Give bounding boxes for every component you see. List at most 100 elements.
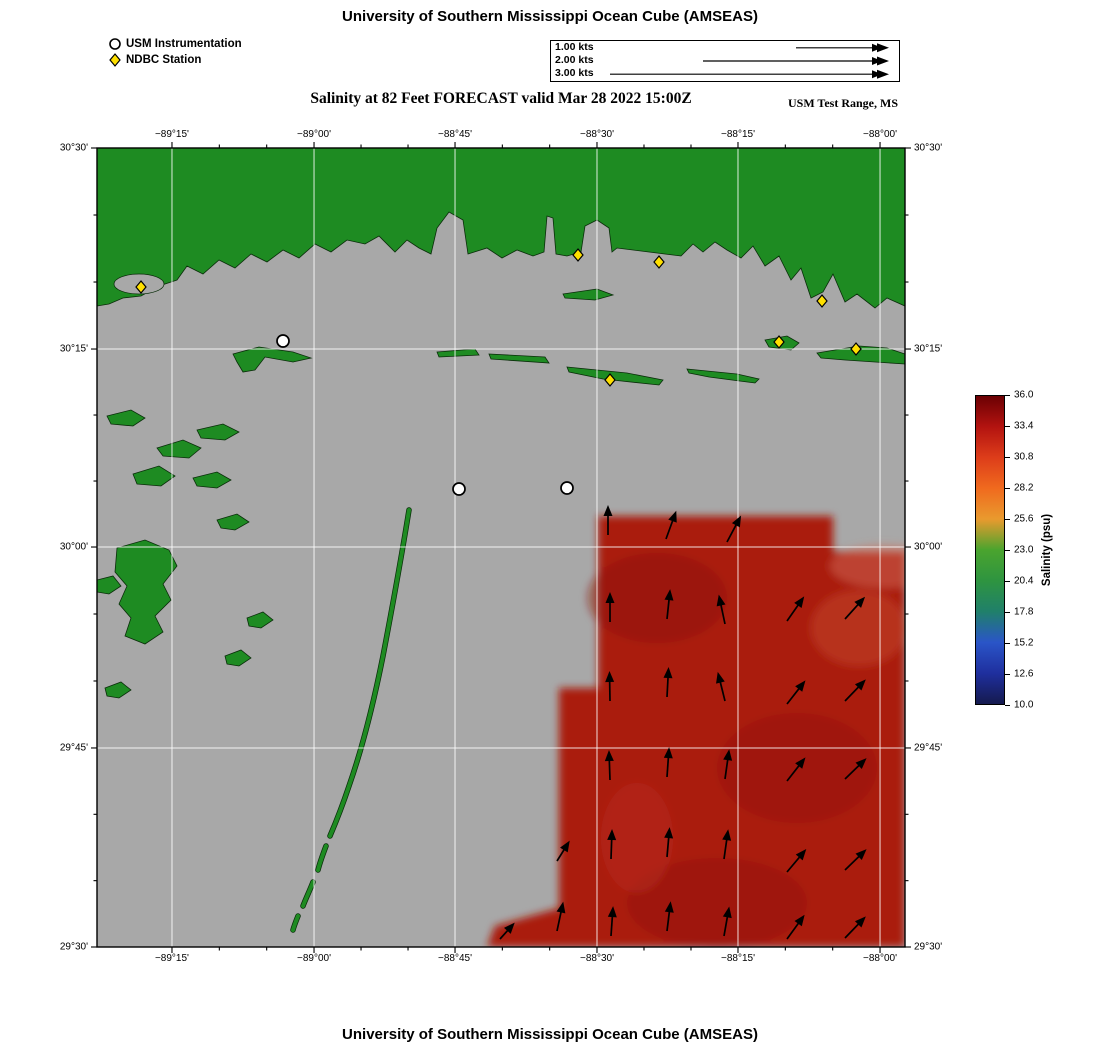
colorbar-tick-label: 28.2 [1014,482,1034,494]
velocity-scale-label-3: 3.00 kts [555,67,594,80]
current-vector-arrow [665,510,677,540]
current-vector-arrow [844,758,867,780]
lon-tick-label-bottom: −89°15' [154,953,189,964]
lat-tick-label-left: 30°30' [59,142,88,154]
colorbar-gradient [976,396,1004,704]
ndbc-station-marker [135,280,147,294]
map-frame [96,147,906,948]
colorbar-tick [1005,673,1010,675]
current-vector-arrow [663,667,673,698]
current-vector-arrow [786,914,805,940]
region-label: USM Test Range, MS [787,96,898,110]
legend-item-usm: USM Instrumentation [108,36,242,52]
petit-bois-island [686,368,760,384]
colorbar-title: Salinity (psu) [1041,513,1053,587]
current-vector-arrow [716,671,726,702]
current-vector-arrow [605,592,615,622]
plot-subtitle: Salinity at 82 Feet FORECAST valid Mar 2… [310,90,692,107]
usm-station-marker [276,334,290,348]
colorbar-tick [1005,549,1010,551]
colorbar-tick [1005,704,1010,706]
colorbar-tick-label: 12.6 [1014,668,1034,680]
figure-title-bottom: University of Southern Mississippi Ocean… [342,1026,758,1043]
deer-island [562,288,615,301]
current-vector-arrow [726,515,742,543]
current-vector-arrow [786,757,806,782]
current-vector-arrow [499,922,515,940]
velocity-scale-label-1: 1.00 kts [555,41,594,53]
lon-tick-label-top: −89°00' [297,129,332,140]
current-vector-arrow [607,829,617,860]
current-vector-arrow [663,747,673,778]
current-vector-arrow [723,749,733,780]
lon-tick-label-bottom: −89°00' [297,953,332,964]
lon-tick-label-bottom: −88°00' [863,953,898,964]
velocity-scale-arrows [610,43,889,79]
marsh-islands [97,409,274,699]
current-vector-arrow [786,849,807,873]
velocity-scale-arrowhead [872,57,882,65]
dauphin-island [816,345,905,365]
colorbar-tick-label: 30.8 [1014,451,1034,463]
velocity-scale-arrowhead [872,70,882,79]
lon-tick-label-top: −89°15' [154,129,189,140]
current-vector-arrow [607,906,617,937]
lon-tick-label-top: −88°15' [720,129,755,140]
colorbar-tick-label: 25.6 [1014,513,1034,525]
usm-station-marker [560,481,574,495]
horn-island [566,366,664,386]
current-vector-arrow [786,596,805,622]
legend-item-ndbc: NDBC Station [108,52,242,68]
current-vector-arrow [605,671,615,702]
lat-tick-label-left: 30°00' [59,541,88,553]
ship-island-east [488,353,550,364]
colorbar [975,395,1005,705]
lat-tick-label-left: 30°15' [59,343,88,355]
ndbc-station-marker [816,294,828,308]
current-vector-arrow [556,901,566,932]
colorbar-tick [1005,456,1010,458]
ndbc-station-marker [572,248,584,262]
lat-tick-label-right: 29°45' [914,742,943,754]
current-vector-arrow [556,840,570,862]
graticule [91,142,911,953]
lon-tick-label-top: −88°00' [863,129,898,140]
current-vector-arrow [722,906,732,937]
current-vector-arrow [664,827,674,858]
station-markers [135,248,862,496]
current-vector-arrow [786,680,806,705]
ndbc-station-icon [109,53,121,67]
usm-station-marker [452,482,466,496]
colorbar-tick [1005,425,1010,427]
colorbar-tick-label: 15.2 [1014,637,1034,649]
colorbar-tick [1005,642,1010,644]
colorbar-tick [1005,580,1010,582]
ship-island-west [436,348,480,358]
velocity-scale-box: 1.00 kts 2.00 kts 3.00 kts [550,40,900,82]
usm-instrumentation-icon [109,38,121,50]
land-masses [97,148,905,933]
lat-tick-label-right: 29°30' [914,941,943,953]
legend-label-ndbc: NDBC Station [126,54,202,66]
lon-tick-label-bottom: −88°15' [720,953,755,964]
ndbc-station-marker [773,335,785,349]
velocity-scale-arrowhead [877,69,889,79]
colorbar-tick-label: 33.4 [1014,420,1034,432]
colorbar-tick-label: 10.0 [1014,699,1034,711]
lon-tick-label-bottom: −88°30' [579,953,614,964]
figure-title-top: University of Southern Mississippi Ocean… [342,8,758,25]
current-vector-arrow [844,679,866,702]
current-vector-arrow [664,901,674,932]
current-vector-arrow [604,750,614,781]
current-vectors [499,505,867,940]
lat-tick-label-right: 30°15' [914,343,943,355]
colorbar-tick-label: 20.4 [1014,575,1034,587]
forecast-map [91,142,911,953]
current-vector-arrow [844,916,866,939]
ndbc-station-marker [604,373,616,387]
colorbar-tick-label: 23.0 [1014,544,1034,556]
colorbar-tick-label: 36.0 [1014,389,1034,401]
current-vector-arrow [844,596,866,620]
chandeleur-islands [291,508,411,932]
